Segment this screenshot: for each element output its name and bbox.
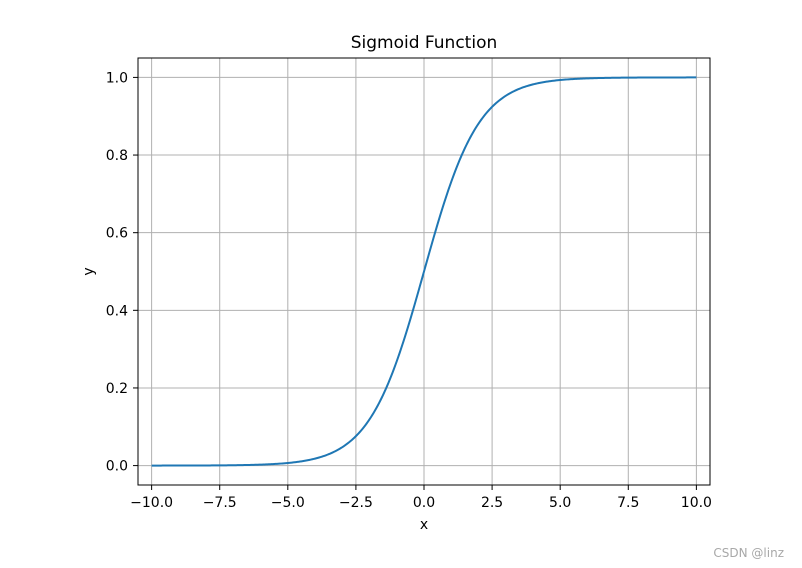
series-line-0 [151,76,697,467]
chart-title: Sigmoid Function [351,33,498,53]
y-tick-label: 0.8 [106,148,128,164]
x-tick-label: 0.0 [413,495,435,511]
y-tick-label: 0.0 [106,459,128,475]
y-tick-labels: 0.0 0.2 0.4 0.6 0.8 1.0 [106,70,128,474]
y-tick-label: 0.6 [106,226,128,242]
y-axis-label: y [81,267,97,275]
x-tick-label: −7.5 [203,495,237,511]
x-axis-label: x [420,517,428,533]
x-tick-label: −2.5 [339,495,373,511]
line-layer [151,76,697,467]
x-tick-label: −5.0 [271,495,305,511]
x-tick-labels: −10.0 −7.5 −5.0 −2.5 0.0 2.5 5.0 7.5 10.0 [130,495,712,511]
x-tick-label: 5.0 [549,495,571,511]
x-tick-label: −10.0 [130,495,173,511]
y-tick-label: 0.2 [106,381,128,397]
x-tick-label: 2.5 [481,495,503,511]
y-tick-label: 1.0 [106,70,128,86]
tick-layer [133,76,697,490]
y-tick-label: 0.4 [106,303,128,319]
x-tick-label: 7.5 [617,495,639,511]
x-tick-label: 10.0 [681,495,712,511]
watermark: CSDN @linz [713,546,784,560]
